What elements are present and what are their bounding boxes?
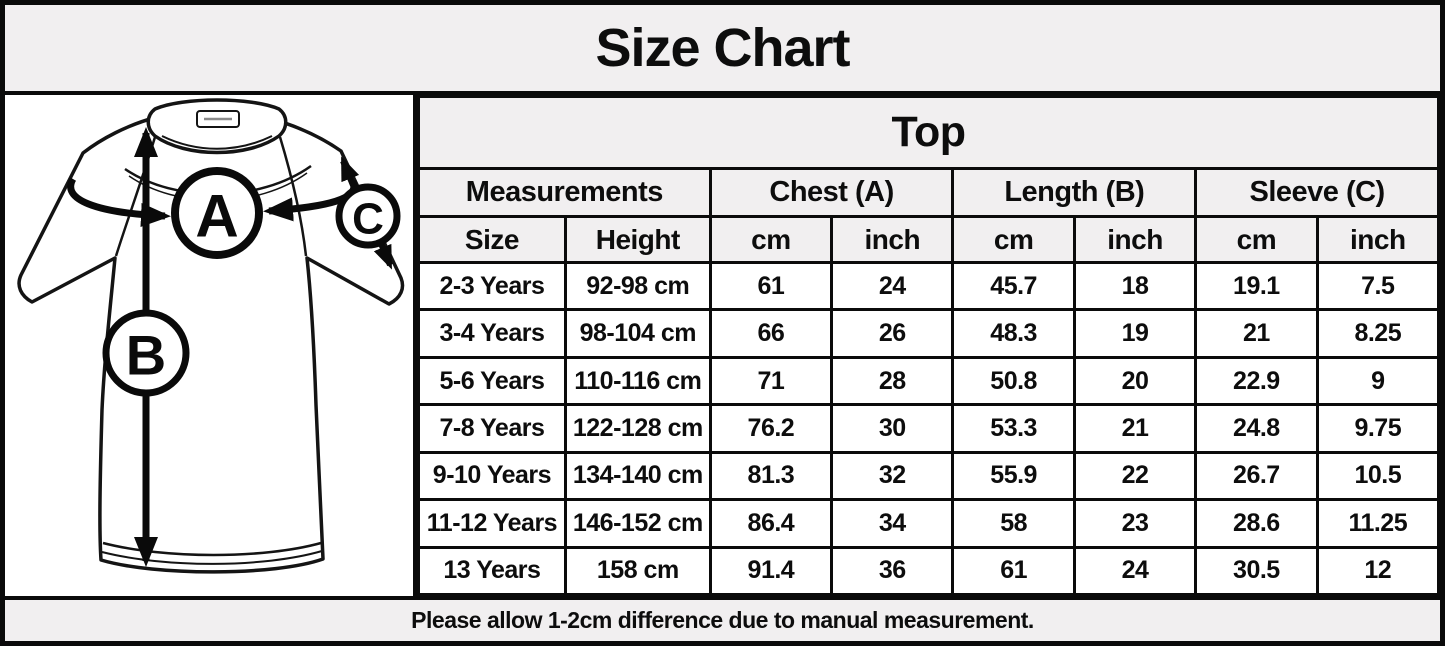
sleeve-arrow-c: C bbox=[335, 156, 401, 270]
value-cell: 22 bbox=[1072, 450, 1198, 502]
marker-c-label: C bbox=[352, 195, 384, 244]
value-cell: 10.5 bbox=[1315, 450, 1440, 502]
size-cell: 7-8 Years bbox=[417, 403, 567, 454]
value-cell: 26 bbox=[830, 308, 955, 359]
value-cell: 53.3 bbox=[951, 403, 1076, 454]
value-cell: 9 bbox=[1315, 355, 1440, 407]
header-length-inch: inch bbox=[1072, 215, 1198, 264]
value-cell: 22.9 bbox=[1194, 355, 1319, 407]
value-cell: 92-98 cm bbox=[563, 260, 712, 312]
header-height: Height bbox=[563, 215, 712, 264]
value-cell: 61 bbox=[708, 260, 834, 312]
tshirt-diagram-panel: B A C bbox=[5, 95, 417, 596]
table-row: 9-10 Years 134-140 cm 81.3 32 55.9 22 26.7 10.5 bbox=[417, 450, 1440, 502]
header-length: Length (B) bbox=[951, 167, 1198, 218]
table-title: Top bbox=[417, 95, 1440, 170]
header-sleeve-cm: cm bbox=[1194, 215, 1319, 264]
value-cell: 7.5 bbox=[1315, 260, 1440, 312]
size-table: Top Measurements Chest (A) Length (B) Sl… bbox=[417, 95, 1440, 597]
header-chest-cm: cm bbox=[708, 215, 834, 264]
value-cell: 11.25 bbox=[1315, 498, 1440, 549]
value-cell: 66 bbox=[708, 308, 834, 359]
size-table-body: 2-3 Years 92-98 cm 61 24 45.7 18 19.1 7.5 3-4 Ye… bbox=[417, 260, 1440, 597]
page-title: Size Chart bbox=[595, 18, 850, 78]
value-cell: 28.6 bbox=[1194, 498, 1319, 549]
size-cell: 2-3 Years bbox=[417, 260, 567, 312]
table-row: 7-8 Years 122-128 cm 76.2 30 53.3 21 24.8 9.75 bbox=[417, 403, 1440, 454]
value-cell: 30 bbox=[830, 403, 955, 454]
marker-c-circle bbox=[335, 183, 401, 249]
header-chest: Chest (A) bbox=[708, 167, 955, 218]
footer-bar: Please allow 1-2cm difference due to man… bbox=[5, 596, 1440, 641]
table-row: 13 Years 158 cm 91.4 36 61 24 30.5 12 bbox=[417, 545, 1440, 597]
value-cell: 36 bbox=[830, 545, 955, 597]
value-cell: 20 bbox=[1072, 355, 1198, 407]
value-cell: 32 bbox=[830, 450, 955, 502]
value-cell: 24 bbox=[830, 260, 955, 312]
table-row: 5-6 Years 110-116 cm 71 28 50.8 20 22.9 9 bbox=[417, 355, 1440, 407]
value-cell: 19.1 bbox=[1194, 260, 1319, 312]
group-header-row: Measurements Chest (A) Length (B) Sleeve… bbox=[417, 167, 1440, 218]
header-length-cm: cm bbox=[951, 215, 1076, 264]
value-cell: 23 bbox=[1072, 498, 1198, 549]
value-cell: 21 bbox=[1072, 403, 1198, 454]
value-cell: 30.5 bbox=[1194, 545, 1319, 597]
table-row: 3-4 Years 98-104 cm 66 26 48.3 19 21 8.25 bbox=[417, 308, 1440, 359]
value-cell: 34 bbox=[830, 498, 955, 549]
table-row: 2-3 Years 92-98 cm 61 24 45.7 18 19.1 7.5 bbox=[417, 260, 1440, 312]
value-cell: 24.8 bbox=[1194, 403, 1319, 454]
header-sleeve-inch: inch bbox=[1315, 215, 1440, 264]
size-cell: 13 Years bbox=[417, 545, 567, 597]
size-table-panel: Top Measurements Chest (A) Length (B) Sl… bbox=[417, 95, 1440, 597]
value-cell: 81.3 bbox=[708, 450, 834, 502]
value-cell: 146-152 cm bbox=[563, 498, 712, 549]
sub-header-row: Size Height cm inch cm inch cm inch bbox=[417, 215, 1440, 264]
marker-a-label: A bbox=[195, 183, 238, 250]
value-cell: 48.3 bbox=[951, 308, 1076, 359]
value-cell: 19 bbox=[1072, 308, 1198, 359]
value-cell: 8.25 bbox=[1315, 308, 1440, 359]
size-cell: 11-12 Years bbox=[417, 498, 567, 549]
marker-a-circle bbox=[171, 167, 263, 259]
value-cell: 21 bbox=[1194, 308, 1319, 359]
value-cell: 61 bbox=[951, 545, 1076, 597]
value-cell: 91.4 bbox=[708, 545, 834, 597]
value-cell: 110-116 cm bbox=[563, 355, 712, 407]
value-cell: 98-104 cm bbox=[563, 308, 712, 359]
marker-b-circle bbox=[102, 309, 190, 397]
tshirt-measurement-diagram: B A C bbox=[17, 98, 405, 574]
size-cell: 3-4 Years bbox=[417, 308, 567, 359]
value-cell: 24 bbox=[1072, 545, 1198, 597]
value-cell: 9.75 bbox=[1315, 403, 1440, 454]
table-title-row: Top bbox=[417, 95, 1440, 170]
header-chest-inch: inch bbox=[830, 215, 955, 264]
main-area: B A C bbox=[5, 95, 1440, 597]
value-cell: 76.2 bbox=[708, 403, 834, 454]
value-cell: 86.4 bbox=[708, 498, 834, 549]
value-cell: 12 bbox=[1315, 545, 1440, 597]
footer-note: Please allow 1-2cm difference due to man… bbox=[411, 607, 1034, 633]
value-cell: 50.8 bbox=[951, 355, 1076, 407]
neck-label bbox=[196, 110, 240, 128]
header-measurements: Measurements bbox=[417, 167, 712, 218]
value-cell: 28 bbox=[830, 355, 955, 407]
value-cell: 26.7 bbox=[1194, 450, 1319, 502]
value-cell: 18 bbox=[1072, 260, 1198, 312]
value-cell: 45.7 bbox=[951, 260, 1076, 312]
title-bar: Size Chart bbox=[5, 5, 1440, 95]
size-cell: 5-6 Years bbox=[417, 355, 567, 407]
value-cell: 122-128 cm bbox=[563, 403, 712, 454]
value-cell: 134-140 cm bbox=[563, 450, 712, 502]
table-row: 11-12 Years 146-152 cm 86.4 34 58 23 28.6 11.25 bbox=[417, 498, 1440, 549]
header-sleeve: Sleeve (C) bbox=[1194, 167, 1440, 218]
value-cell: 71 bbox=[708, 355, 834, 407]
size-cell: 9-10 Years bbox=[417, 450, 567, 502]
header-size: Size bbox=[417, 215, 567, 264]
marker-b-label: B bbox=[126, 324, 166, 387]
value-cell: 58 bbox=[951, 498, 1076, 549]
value-cell: 55.9 bbox=[951, 450, 1076, 502]
value-cell: 158 cm bbox=[563, 545, 712, 597]
